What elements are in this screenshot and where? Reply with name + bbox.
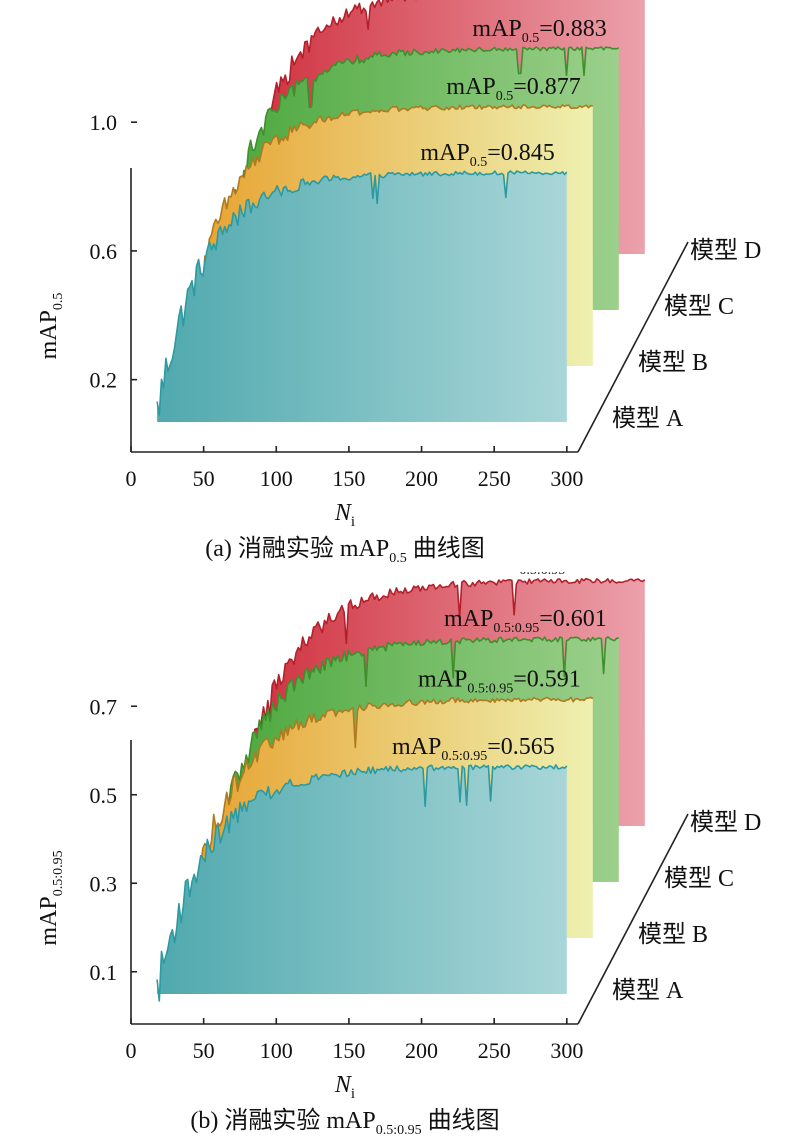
series-final-label-1: mAP0.5=0.877 <box>446 74 580 104</box>
y-tick-label: 0.5 <box>90 783 118 808</box>
series-area-0 <box>157 764 567 1001</box>
x-tick-label: 50 <box>193 1038 215 1063</box>
series-line-3 <box>234 577 646 815</box>
x-tick-label: 0 <box>126 1038 137 1063</box>
series-line-3 <box>234 0 417 230</box>
series-line-0 <box>156 170 568 416</box>
figure-caption: (a) 消融实验 mAP0.5 曲线图 <box>205 535 484 566</box>
series-label-3: 模型 D <box>690 809 761 836</box>
y-tick-label: 1.0 <box>90 110 118 135</box>
y-tick-label: 0.3 <box>90 871 118 896</box>
figure-caption: (b) 消融实验 mAP0.5:0.95 曲线图 <box>190 1107 499 1138</box>
series-final-label-2: mAP0.5=0.883 <box>472 16 606 46</box>
series-area-0 <box>157 171 567 422</box>
series-label-2: 模型 C <box>664 293 734 320</box>
x-tick-label: 200 <box>405 1038 438 1063</box>
series-line-1 <box>182 104 593 365</box>
x-tick-label: 150 <box>332 466 365 491</box>
x-axis-title: Ni <box>334 500 355 530</box>
depth-axis-line <box>577 813 689 1025</box>
x-tick-label: 250 <box>478 466 511 491</box>
series-final-label-2: mAP0.5:0.95=0.601 <box>444 606 607 636</box>
series-label-1: 模型 B <box>638 349 708 376</box>
y-axis-title: mAP0.5 <box>36 293 66 360</box>
series-label-2: 模型 C <box>664 865 734 892</box>
series-final-label-3: mAP0.5:0.95=0.606 <box>470 572 633 578</box>
x-tick-label: 0 <box>126 466 137 491</box>
depth-axis-line <box>577 241 689 453</box>
x-tick-label: 50 <box>193 466 215 491</box>
y-tick-label: 0.2 <box>90 368 118 393</box>
x-tick-label: 300 <box>550 1038 583 1063</box>
series-line-1 <box>182 696 594 923</box>
x-tick-label: 150 <box>332 1038 365 1063</box>
y-tick-label: 0.7 <box>90 694 118 719</box>
y-tick-label: 0.1 <box>90 960 118 985</box>
x-tick-label: 250 <box>478 1038 511 1063</box>
series-final-label-0: mAP0.5=0.845 <box>420 140 554 170</box>
series-final-label-0: mAP0.5:0.95=0.565 <box>392 734 555 764</box>
x-tick-label: 300 <box>550 466 583 491</box>
series-label-0: 模型 A <box>612 405 684 432</box>
series-line-0 <box>156 764 568 1002</box>
y-tick-label: 0.6 <box>90 239 118 264</box>
x-axis-title: Ni <box>334 1072 355 1102</box>
x-tick-label: 100 <box>260 1038 293 1063</box>
series-label-0: 模型 A <box>612 977 684 1004</box>
series-label-3: 模型 D <box>690 237 761 264</box>
series-final-label-1: mAP0.5:0.95=0.591 <box>418 666 581 696</box>
x-tick-label: 200 <box>405 466 438 491</box>
series-line-2 <box>208 636 619 866</box>
chart-panel-b: mAP0.5:0.95=0.606 模型 D mAP0.5:0.95=0.601 模型… <box>36 572 761 1138</box>
series-label-1: 模型 B <box>638 921 708 948</box>
x-tick-label: 100 <box>260 466 293 491</box>
y-axis-title: mAP0.5:0.95 <box>36 850 66 945</box>
series-line-2 <box>208 46 620 287</box>
